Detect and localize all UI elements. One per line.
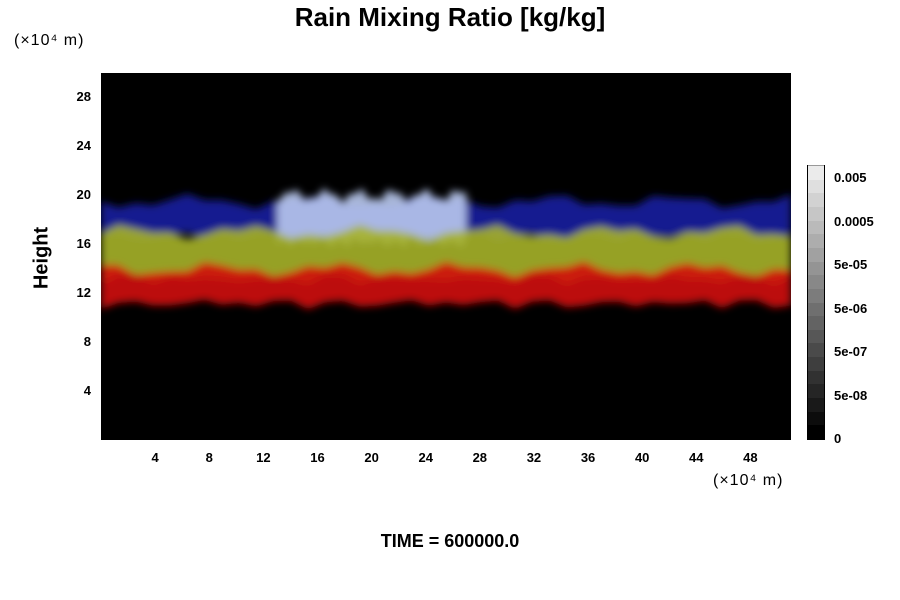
colorbar-segment (808, 328, 824, 344)
y-tick-label: 20 (76, 187, 91, 203)
heatmap-field (101, 187, 791, 310)
colorbar-segment (808, 191, 824, 207)
x-tick-label: 48 (743, 450, 758, 465)
colorbar-segment (808, 219, 824, 235)
colorbar-segment (808, 341, 824, 358)
y-tick-label: 24 (76, 138, 91, 154)
colorbar-segment (808, 232, 824, 248)
colorbar-tick-label: 5e-07 (834, 344, 868, 359)
y-tick-label: 8 (83, 334, 91, 350)
x-tick-label: 12 (256, 450, 271, 465)
x-tick-label: 24 (418, 450, 433, 465)
y-tick-label: 12 (76, 285, 91, 301)
colorbar (807, 164, 825, 440)
colorbar-segment (808, 301, 824, 317)
colorbar-tick-label: 5e-05 (834, 257, 868, 272)
x-tick-label: 36 (580, 450, 596, 465)
chart-title: Rain Mixing Ratio [kg/kg] (294, 2, 606, 32)
x-tick-label: 8 (205, 450, 213, 465)
colorbar-segment (808, 410, 824, 426)
colorbar-tick-label: 0.005 (834, 170, 867, 185)
colorbar-segment (808, 423, 824, 439)
colorbar-segment (808, 396, 824, 412)
colorbar-tick-label: 0.0005 (834, 213, 874, 229)
x-tick-label: 4 (151, 450, 159, 465)
x-tick-label: 20 (364, 450, 379, 465)
colorbar-segment (808, 260, 824, 276)
heatmap-band (101, 261, 791, 310)
x-tick-label: 28 (472, 450, 488, 465)
heatmap-band (276, 187, 467, 248)
y-axis-unit: (×10⁴ m) (14, 32, 85, 49)
colorbar-tick-label: 5e-06 (834, 300, 868, 316)
plot-area (101, 73, 791, 440)
colorbar-segment (808, 382, 824, 399)
y-tick-label: 4 (83, 383, 91, 399)
colorbar-tick-label: 0 (834, 431, 842, 446)
x-tick-label: 16 (310, 450, 325, 465)
x-tick-label: 32 (526, 450, 542, 465)
colorbar-segment (808, 205, 824, 221)
colorbar-segment (808, 314, 824, 330)
colorbar-segment (808, 287, 824, 303)
time-annotation: TIME = 600000.0 (380, 531, 520, 551)
colorbar-segment (808, 164, 824, 180)
x-axis-unit: (×10⁴ m) (713, 472, 784, 489)
colorbar-segment (808, 178, 824, 194)
heatmap-band (101, 224, 791, 285)
y-tick-label: 16 (76, 236, 91, 252)
colorbar-segment (808, 273, 824, 289)
colorbar-tick-label: 5e-08 (834, 387, 868, 403)
x-tick-label: 40 (634, 450, 650, 465)
y-tick-label: 28 (76, 89, 91, 105)
colorbar-segment (808, 369, 824, 385)
colorbar-segment (808, 355, 824, 371)
x-tick-label: 44 (689, 450, 704, 465)
colorbar-segment (808, 246, 824, 262)
